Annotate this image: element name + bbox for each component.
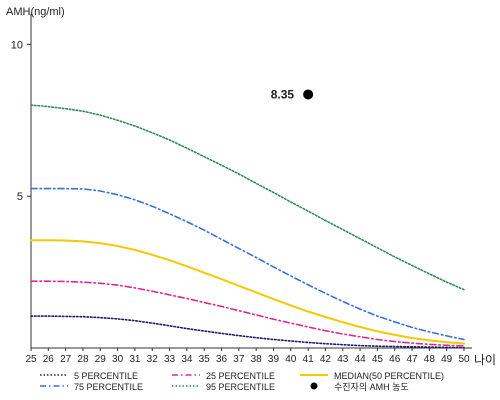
x-tick-label: 27 (60, 354, 72, 365)
x-tick-label: 48 (424, 354, 436, 365)
x-tick-label: 26 (43, 354, 55, 365)
y-tick-label: 10 (11, 39, 23, 51)
patient-amh-point (303, 89, 314, 100)
series-line-95-percentile (30, 104, 465, 291)
x-tick-label: 43 (337, 354, 349, 365)
legend-label-75-percentile: 75 PERCENTILE (74, 382, 143, 392)
x-axis-label: 나이 (474, 353, 496, 367)
x-tick-label: 45 (372, 354, 384, 365)
patient-amh-value-label: 8.35 (271, 87, 295, 101)
x-tick-label: 31 (129, 354, 141, 365)
series-line-25-percentile (30, 280, 465, 347)
x-tick-label: 25 (25, 354, 37, 365)
x-tick-label: 35 (199, 354, 211, 365)
x-tick-label: 41 (303, 354, 315, 365)
legend-label-95-percentile: 95 PERCENTILE (206, 382, 275, 392)
series-line-5-percentile (30, 315, 465, 349)
x-tick-label: 39 (268, 354, 280, 365)
y-tick-label: 5 (17, 191, 23, 203)
x-tick-label: 50 (458, 354, 470, 365)
x-tick-label: 32 (147, 354, 159, 365)
legend-swatch-patient (310, 382, 318, 390)
x-tick-label: 47 (406, 354, 418, 365)
axes: 5 10 25 26 27 28 29 30 31 32 33 34 35 36 37 38 39 40 41 42 4… (11, 14, 472, 365)
legend-label-25-percentile: 25 PERCENTILE (206, 371, 275, 381)
x-tick-label: 38 (251, 354, 263, 365)
x-tick-label: 40 (285, 354, 297, 365)
x-tick-label: 34 (181, 354, 193, 365)
x-tick-label: 44 (355, 354, 367, 365)
series-line-75-percentile (30, 187, 465, 341)
x-tick-label: 28 (77, 354, 89, 365)
x-tick-label: 30 (112, 354, 124, 365)
x-tick-label: 46 (389, 354, 401, 365)
legend-label-5-percentile: 5 PERCENTILE (74, 371, 138, 381)
x-tick-label: 42 (320, 354, 332, 365)
x-tick-label: 36 (216, 354, 228, 365)
x-tick-label: 49 (441, 354, 453, 365)
x-tick-label: 29 (95, 354, 107, 365)
legend-label-patient: 수진자의 AMH 농도 (334, 382, 409, 392)
series-layer (30, 104, 465, 349)
x-tick-label: 37 (233, 354, 245, 365)
legend-label-median-50-percentile: MEDIAN(50 PERCENTILE) (334, 371, 444, 381)
legend: 5 PERCENTILE 25 PERCENTILE MEDIAN(50 PERCE… (40, 371, 444, 392)
patient-marker-layer: 8.35 (271, 87, 314, 101)
y-axis-label: AMH(ng/ml) (6, 6, 65, 18)
x-tick-label: 33 (164, 354, 176, 365)
series-line-median-50-percentile (30, 239, 465, 345)
